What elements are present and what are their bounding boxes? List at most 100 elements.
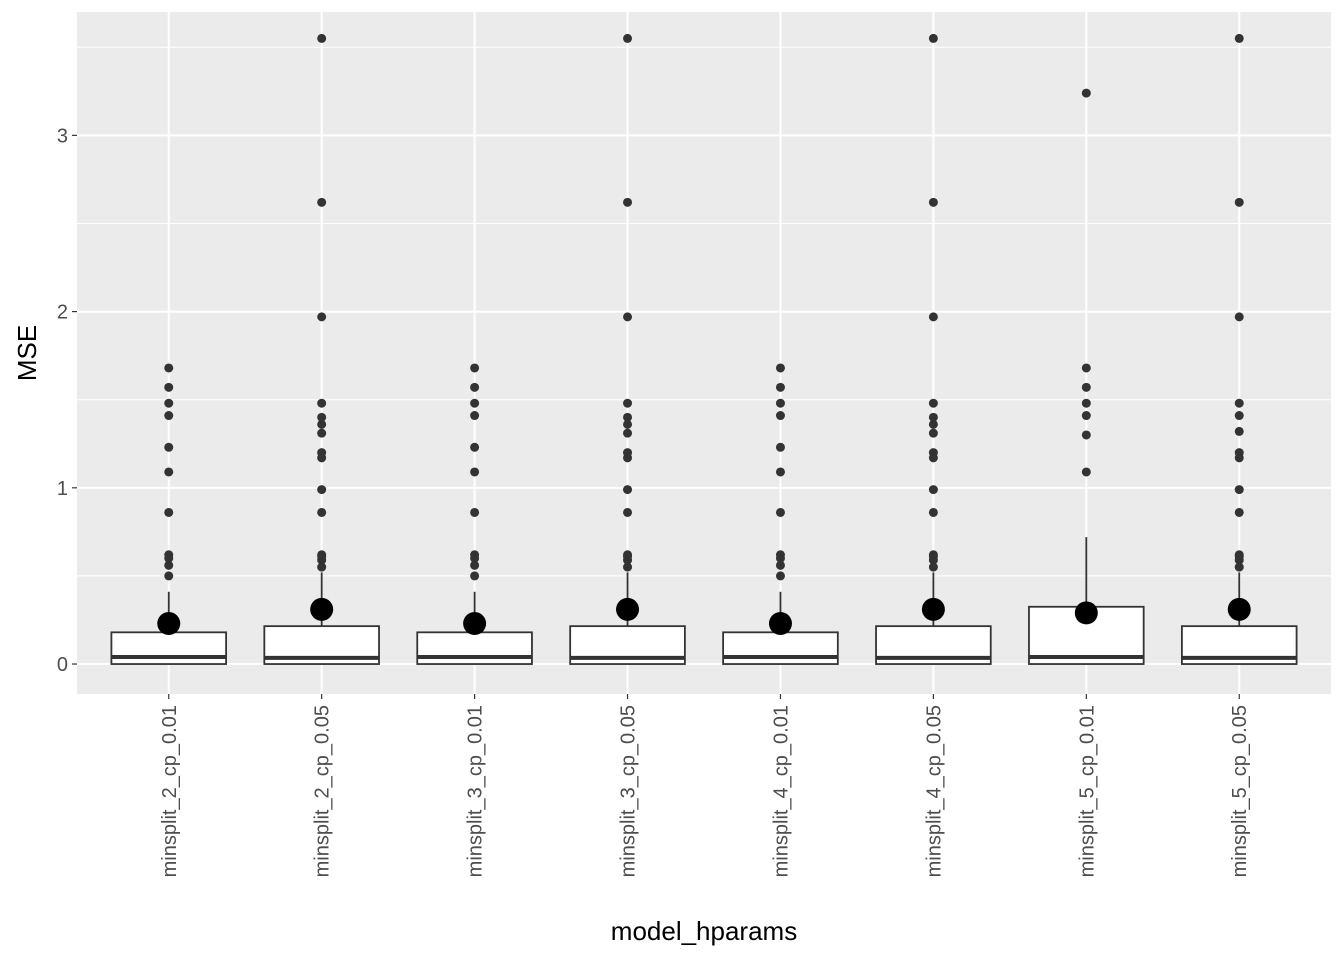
x-tick-label: minsplit_5_cp_0.05 xyxy=(1229,705,1251,877)
x-tick-label: minsplit_2_cp_0.01 xyxy=(159,705,181,877)
mean-point xyxy=(1074,601,1098,625)
box xyxy=(722,631,839,665)
outlier-point xyxy=(164,571,174,581)
outlier-point xyxy=(470,398,480,408)
outlier-point xyxy=(1081,430,1091,440)
box xyxy=(110,631,228,665)
outlier-point xyxy=(928,412,938,422)
outlier-point xyxy=(623,448,633,458)
outlier-point xyxy=(1234,197,1244,207)
outlier-point xyxy=(928,448,938,458)
outlier-point xyxy=(928,507,938,517)
outlier-point xyxy=(164,442,174,452)
outlier-point xyxy=(1234,398,1244,408)
outlier-point xyxy=(317,562,327,572)
mean-point xyxy=(616,597,640,621)
outlier-point xyxy=(1234,312,1244,322)
outlier-point xyxy=(928,312,938,322)
y-axis: 0 1 2 3 xyxy=(57,125,77,676)
outlier-point xyxy=(164,363,174,373)
outlier-point xyxy=(317,550,327,560)
y-tick-label: 3 xyxy=(57,125,68,147)
outlier-point xyxy=(470,550,480,560)
outlier-point xyxy=(470,571,480,581)
x-tick-label: minsplit_3_cp_0.05 xyxy=(618,705,640,877)
x-tick-label: minsplit_4_cp_0.05 xyxy=(923,705,945,877)
outlier-point xyxy=(623,197,633,207)
outlier-point xyxy=(1081,382,1091,392)
outlier-point xyxy=(775,467,785,477)
outlier-point xyxy=(928,197,938,207)
outlier-point xyxy=(317,33,327,43)
mean-point xyxy=(310,597,334,621)
outlier-point xyxy=(470,507,480,517)
box-group-minsplit_2_cp_0.01 xyxy=(110,363,228,665)
outlier-point xyxy=(1234,507,1244,517)
y-tick-label: 2 xyxy=(57,302,68,324)
outlier-point xyxy=(928,485,938,495)
box-group-minsplit_4_cp_0.05 xyxy=(875,33,992,665)
outlier-point xyxy=(164,398,174,408)
outlier-point xyxy=(775,442,785,452)
outlier-point xyxy=(164,467,174,477)
outlier-point xyxy=(317,197,327,207)
outlier-point xyxy=(1234,33,1244,43)
x-axis-title: model_hparams xyxy=(611,916,797,946)
outlier-point xyxy=(623,485,633,495)
outlier-point xyxy=(623,507,633,517)
y-tick-label: 0 xyxy=(57,654,68,676)
box-group-minsplit_5_cp_0.01 xyxy=(1028,88,1145,665)
outlier-point xyxy=(623,419,633,429)
outlier-point xyxy=(928,550,938,560)
outlier-point xyxy=(1234,426,1244,436)
outlier-point xyxy=(623,398,633,408)
box-group-minsplit_3_cp_0.01 xyxy=(416,363,533,665)
y-tick-label: 1 xyxy=(57,478,68,500)
mean-point xyxy=(921,597,945,621)
x-tick-label: minsplit_2_cp_0.05 xyxy=(312,705,334,877)
box-group-minsplit_5_cp_0.05 xyxy=(1180,33,1298,665)
outlier-point xyxy=(623,33,633,43)
outlier-point xyxy=(775,560,785,570)
box-group-minsplit_4_cp_0.01 xyxy=(722,363,839,665)
box-group-minsplit_3_cp_0.05 xyxy=(569,33,686,665)
outlier-point xyxy=(775,411,785,421)
outlier-point xyxy=(1081,363,1091,373)
boxplot-series xyxy=(110,33,1298,665)
outlier-point xyxy=(1081,411,1091,421)
x-tick-label: minsplit_3_cp_0.01 xyxy=(465,705,487,877)
outlier-point xyxy=(775,507,785,517)
outlier-point xyxy=(470,560,480,570)
minor-gridlines xyxy=(77,46,1331,577)
outlier-point xyxy=(1234,448,1244,458)
outlier-point xyxy=(1234,562,1244,572)
outlier-point xyxy=(928,562,938,572)
outlier-point xyxy=(623,550,633,560)
outlier-point xyxy=(1081,88,1091,98)
outlier-point xyxy=(470,382,480,392)
mean-point xyxy=(768,612,792,636)
outlier-point xyxy=(470,442,480,452)
outlier-point xyxy=(317,448,327,458)
outlier-point xyxy=(775,363,785,373)
x-tick-label: minsplit_4_cp_0.01 xyxy=(770,705,792,877)
outlier-point xyxy=(470,411,480,421)
outlier-point xyxy=(928,419,938,429)
outlier-point xyxy=(1234,485,1244,495)
outlier-point xyxy=(928,428,938,438)
outlier-point xyxy=(1234,411,1244,421)
outlier-point xyxy=(623,412,633,422)
plot-panel xyxy=(77,12,1331,694)
outlier-point xyxy=(317,485,327,495)
mean-point xyxy=(1227,597,1251,621)
outlier-point xyxy=(317,419,327,429)
outlier-point xyxy=(623,562,633,572)
outlier-point xyxy=(1234,550,1244,560)
outlier-point xyxy=(775,571,785,581)
outlier-point xyxy=(317,412,327,422)
outlier-point xyxy=(317,507,327,517)
outlier-point xyxy=(928,398,938,408)
outlier-point xyxy=(1081,398,1091,408)
mean-point xyxy=(463,612,487,636)
